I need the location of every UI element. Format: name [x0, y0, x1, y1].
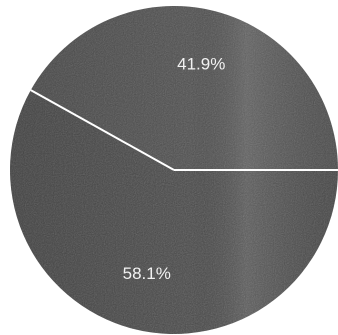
slice-separator-line [30, 89, 175, 171]
slice-data-label: 41.9% [177, 55, 225, 74]
slice-data-label: 58.1% [123, 264, 171, 283]
pie-separators [30, 89, 338, 171]
pie-labels: 41.9% 58.1% [123, 55, 226, 284]
